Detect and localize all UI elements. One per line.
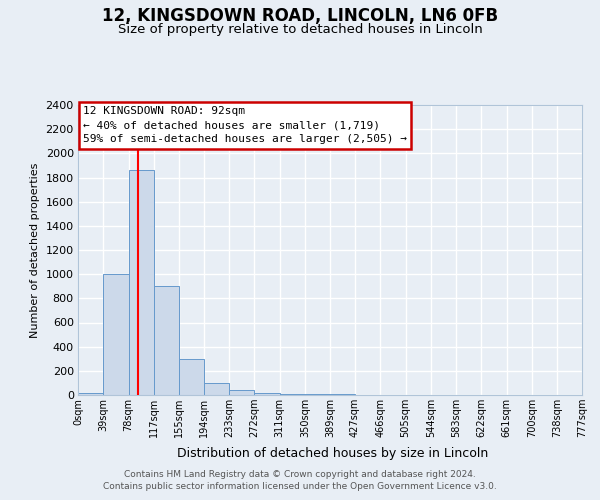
Text: Contains public sector information licensed under the Open Government Licence v3: Contains public sector information licen… xyxy=(103,482,497,491)
Bar xyxy=(179,359,204,395)
Bar xyxy=(103,274,128,395)
Bar xyxy=(78,392,103,395)
Text: Contains HM Land Registry data © Crown copyright and database right 2024.: Contains HM Land Registry data © Crown c… xyxy=(124,470,476,479)
Bar xyxy=(331,394,355,395)
Text: 12 KINGSDOWN ROAD: 92sqm
← 40% of detached houses are smaller (1,719)
59% of sem: 12 KINGSDOWN ROAD: 92sqm ← 40% of detach… xyxy=(83,106,407,144)
Bar xyxy=(254,392,280,395)
Y-axis label: Number of detached properties: Number of detached properties xyxy=(30,162,40,338)
Bar xyxy=(128,170,154,395)
Text: Distribution of detached houses by size in Lincoln: Distribution of detached houses by size … xyxy=(178,448,488,460)
Bar xyxy=(305,394,331,395)
Bar xyxy=(154,286,179,395)
Text: 12, KINGSDOWN ROAD, LINCOLN, LN6 0FB: 12, KINGSDOWN ROAD, LINCOLN, LN6 0FB xyxy=(102,8,498,26)
Text: Size of property relative to detached houses in Lincoln: Size of property relative to detached ho… xyxy=(118,22,482,36)
Bar xyxy=(229,390,254,395)
Bar xyxy=(280,394,305,395)
Bar xyxy=(204,383,229,395)
